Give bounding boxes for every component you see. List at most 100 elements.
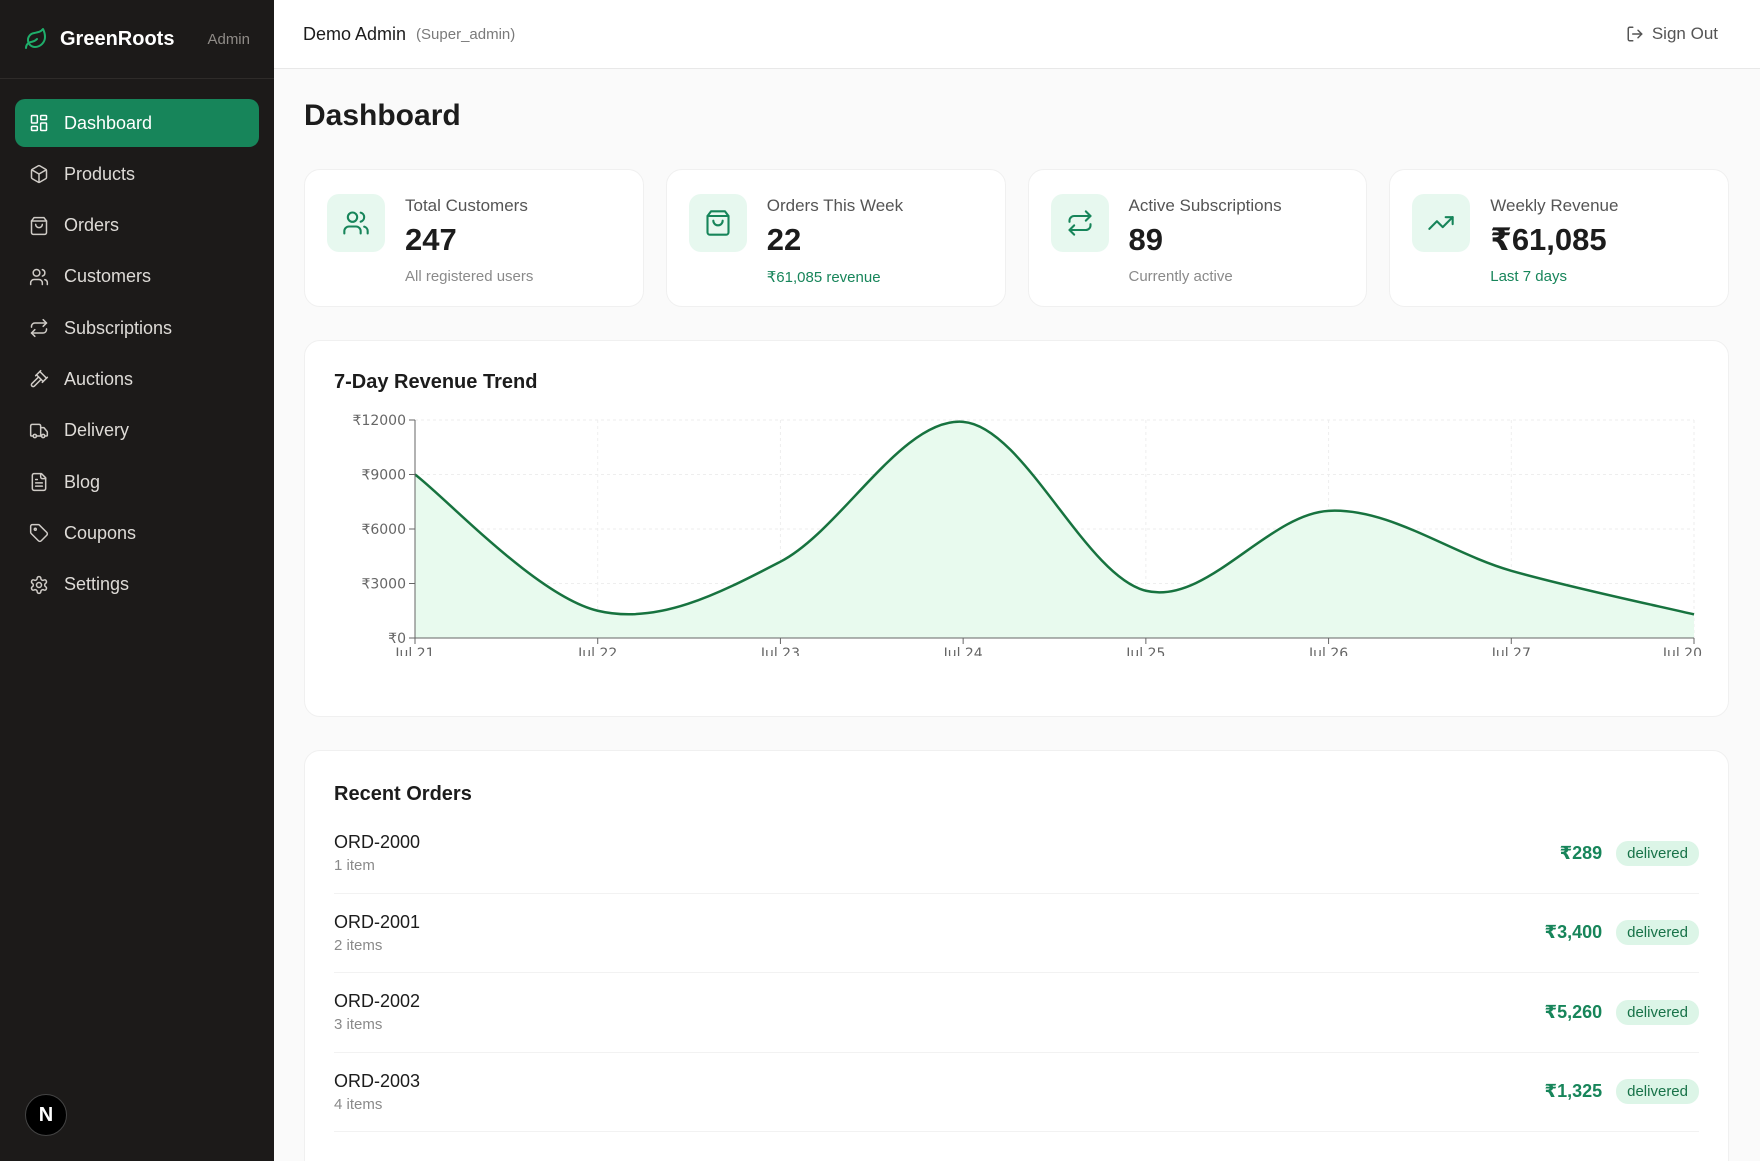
recent-orders-card: Recent Orders ORD-2000 1 item ₹289 delivere… (304, 750, 1729, 1161)
sidebar-item-subscriptions[interactable]: Subscriptions (15, 304, 259, 352)
dashboard-icon-wrap (29, 113, 49, 133)
stat-label: Orders This Week (766, 196, 904, 215)
tag-icon (29, 524, 49, 543)
sidebar-item-label: Coupons (64, 522, 137, 543)
stat-subtext: All registered users (405, 268, 534, 285)
sidebar-item-orders[interactable]: Orders (15, 202, 259, 250)
sidebar-item-label: Orders (64, 215, 120, 236)
order-id: ORD-2000 (334, 832, 421, 853)
stat-icon-box (327, 194, 385, 252)
user-role: (Super_admin) (416, 25, 516, 43)
stat-subtext: Currently active (1128, 268, 1233, 285)
status-badge: delivered (1616, 1079, 1699, 1105)
shopping-bag-icon-wrap (29, 216, 49, 236)
tag-icon-wrap (29, 523, 49, 543)
sidebar-item-label: Subscriptions (64, 317, 173, 338)
sidebar-item-products[interactable]: Products (15, 150, 259, 198)
order-id: ORD-2001 (334, 911, 421, 932)
stats-row: Total Customers 247 All registered users Or… (304, 169, 1729, 307)
sidebar-item-label: Auctions (64, 368, 134, 389)
stat-card-weekly-revenue: Weekly Revenue ₹61,085 Last 7 days (1389, 169, 1729, 307)
stat-value: 22 (766, 222, 802, 257)
brand: GreenRoots Admin (0, 0, 274, 79)
orders-list: ORD-2000 1 item ₹289 delivered ORD-2001 2 ite… (334, 814, 1699, 1161)
dashboard-icon (30, 114, 48, 132)
order-items: 3 items (334, 1016, 383, 1034)
stat-subtext: ₹61,085 revenue (766, 269, 881, 286)
status-badge: delivered (1616, 920, 1699, 946)
stat-subtext: Last 7 days (1490, 268, 1567, 285)
order-items: 2 items (334, 936, 383, 954)
x-tick-label: Jul 22 (577, 646, 617, 656)
users-icon (343, 211, 369, 235)
order-info: ORD-2000 1 item (334, 832, 420, 874)
sidebar-item-dashboard[interactable]: Dashboard (15, 99, 259, 147)
sidebar-item-customers[interactable]: Customers (15, 253, 259, 301)
stat-card-orders-this-week: Orders This Week 22 ₹61,085 revenue (665, 169, 1006, 307)
x-tick-label: Jul 23 (760, 646, 800, 656)
file-text-icon-wrap (29, 472, 49, 492)
main-content: Dashboard Total Customers 247 All register… (304, 69, 1729, 1161)
gavel-icon (30, 370, 49, 388)
order-info: ORD-2002 3 items (334, 991, 420, 1033)
x-tick-label: Jul 25 (1125, 646, 1165, 656)
stat-label: Total Customers (405, 196, 528, 215)
box-icon-wrap (29, 164, 49, 184)
order-row[interactable]: ORD-2000 1 item ₹289 delivered (334, 814, 1699, 894)
sidebar-item-coupons[interactable]: Coupons (15, 509, 259, 557)
sidebar: GreenRoots Admin Dashboard Products Orders… (0, 0, 274, 1161)
order-row[interactable]: ORD-2003 4 items ₹1,325 delivered (334, 1053, 1699, 1132)
order-amount: ₹5,260 (1544, 1001, 1603, 1022)
sidebar-nav: Dashboard Products Orders Customers Subscrip… (0, 79, 274, 632)
order-id: ORD-2002 (334, 991, 421, 1012)
sidebar-item-blog[interactable]: Blog (15, 458, 259, 506)
y-tick-label: ₹0 (388, 631, 406, 647)
truck-icon-wrap (29, 421, 49, 441)
stat-value: ₹61,085 (1490, 222, 1607, 257)
x-tick-label: Jul 20 (1662, 646, 1702, 656)
stat-icon-box (1050, 194, 1109, 252)
trending-up-icon (1428, 216, 1454, 230)
y-tick-label: ₹3000 (361, 577, 406, 593)
stat-icon-box (1412, 194, 1471, 252)
sidebar-item-settings[interactable]: Settings (15, 561, 259, 609)
status-badge: delivered (1616, 840, 1699, 866)
next-badge[interactable]: N (25, 1094, 67, 1136)
stat-icon-box (688, 194, 747, 252)
revenue-area (415, 421, 1694, 638)
brand-name: GreenRoots (60, 27, 175, 50)
stat-label: Active Subscriptions (1128, 196, 1282, 215)
sign-out-button[interactable]: Sign Out (1626, 24, 1718, 44)
order-items: 1 item (334, 857, 375, 875)
order-info: ORD-2003 4 items (334, 1071, 420, 1113)
shopping-bag-icon (706, 210, 730, 236)
sidebar-item-label: Settings (64, 574, 130, 595)
user-name: Demo Admin (303, 23, 407, 44)
stat-label: Weekly Revenue (1490, 196, 1619, 215)
shopping-bag-icon (30, 216, 48, 235)
order-id: ORD-2003 (334, 1070, 421, 1091)
x-tick-label: Jul 27 (1491, 646, 1531, 656)
sign-out-label: Sign Out (1651, 24, 1718, 43)
leaf-icon (25, 28, 46, 49)
revenue-chart: ₹0 ₹3000 ₹6000 ₹9000 ₹12000 Jul 21 Jul 22 Jul 2… (353, 413, 1702, 662)
repeat-icon (1067, 210, 1092, 236)
sidebar-item-auctions[interactable]: Auctions (15, 355, 259, 403)
file-text-icon (31, 472, 47, 492)
log-out-icon (1627, 26, 1643, 42)
page-title: Dashboard (304, 99, 461, 132)
order-info: ORD-2001 2 items (334, 912, 420, 954)
order-row[interactable]: ORD-2001 2 items ₹3,400 delivered (334, 894, 1699, 973)
order-amount: ₹1,325 (1544, 1081, 1603, 1102)
x-tick-label: Jul 26 (1308, 646, 1348, 656)
chart-title: 7-Day Revenue Trend (334, 371, 538, 393)
stat-value: 89 (1128, 222, 1163, 257)
truck-icon (29, 423, 49, 439)
y-tick-label: ₹9000 (361, 468, 406, 484)
y-tick-label: ₹6000 (361, 522, 406, 538)
sidebar-item-delivery[interactable]: Delivery (15, 407, 259, 455)
y-tick-label: ₹12000 (353, 413, 406, 429)
gear-icon (30, 575, 48, 594)
order-row[interactable]: ORD-2002 3 items ₹5,260 delivered (334, 973, 1699, 1053)
order-row[interactable]: ORD-2004 (334, 1132, 1699, 1161)
